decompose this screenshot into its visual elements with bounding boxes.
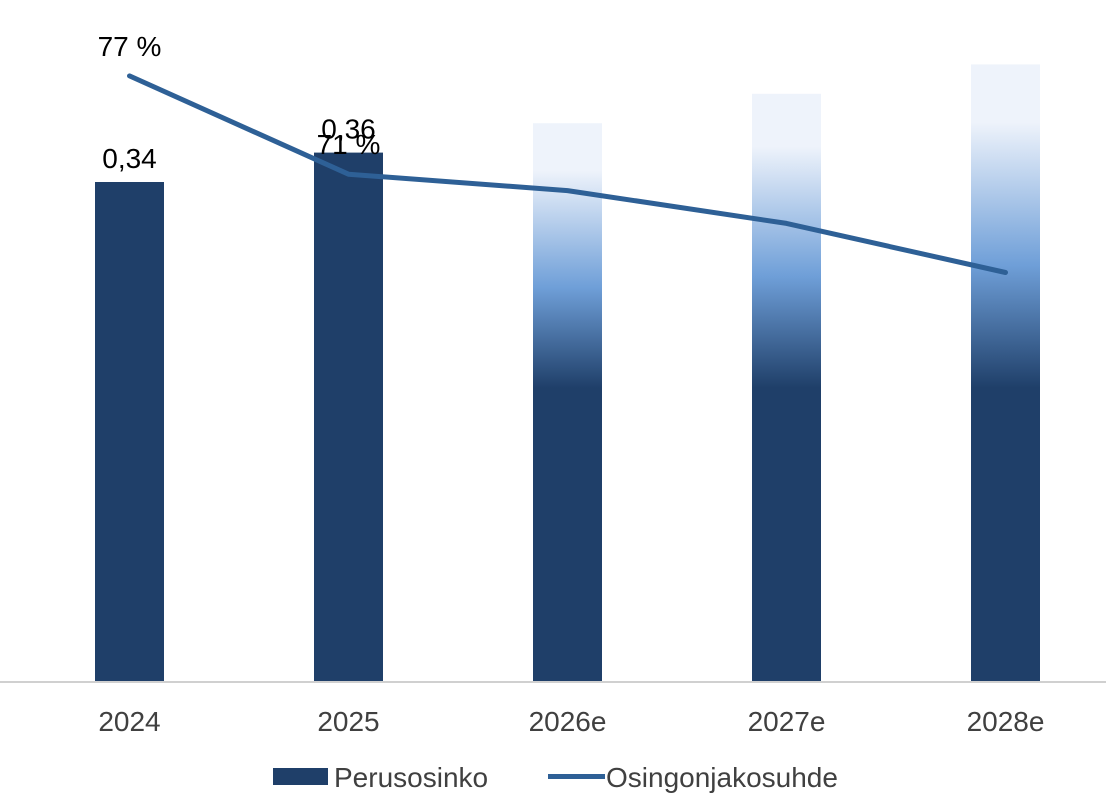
x-tick-label-2028e: 2028e (967, 706, 1045, 737)
bar-2026e (533, 123, 602, 682)
x-tick-label-2026e: 2026e (529, 706, 607, 737)
bars-layer (95, 64, 1040, 683)
x-tick-label-2024: 2024 (98, 706, 160, 737)
x-tick-label-2027e: 2027e (748, 706, 826, 737)
bar-2028e (971, 64, 1040, 682)
x-axis-ticks: 2024 2025 2026e 2027e 2028e (98, 706, 1044, 737)
legend: Perusosinko Osingonjakosuhde (273, 762, 838, 793)
bar-2024 (95, 182, 164, 682)
labels-layer: 0,34 0,36 77 % 71 % (98, 31, 381, 174)
legend-bar-swatch (273, 768, 328, 785)
legend-line-label: Osingonjakosuhde (606, 762, 838, 793)
bar-2027e (752, 93, 821, 683)
line-layer (127, 73, 1008, 275)
bar-data-label-2025: 0,36 (321, 114, 376, 145)
bar-data-label-2024: 0,34 (102, 143, 157, 174)
bar-2025 (314, 152, 383, 683)
legend-bar-label: Perusosinko (334, 762, 488, 793)
line-data-label-2025: 71 % (317, 129, 381, 160)
line-data-label-2024: 77 % (98, 31, 162, 62)
x-tick-label-2025: 2025 (317, 706, 379, 737)
